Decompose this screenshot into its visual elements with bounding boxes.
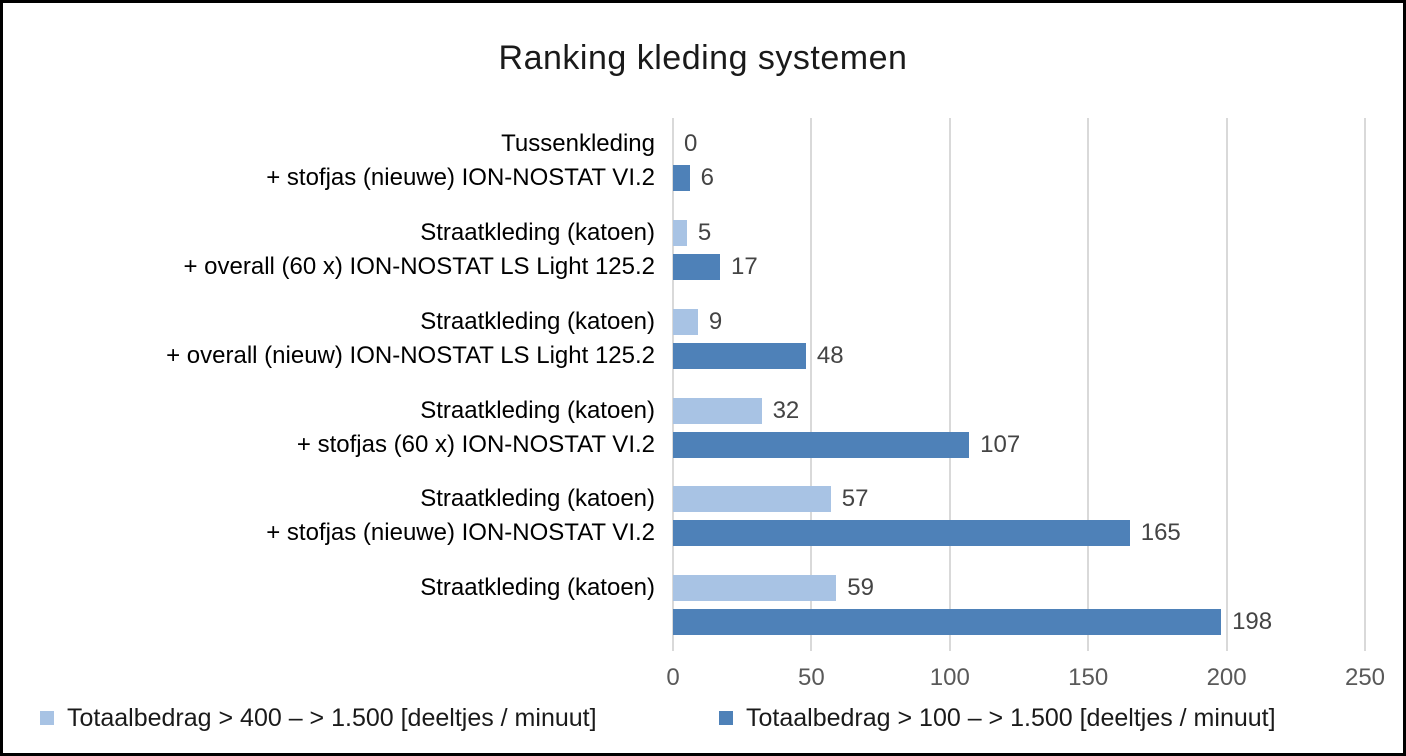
bar-value-label: 0 bbox=[684, 130, 698, 157]
label-gap bbox=[655, 309, 673, 385]
bar-lane: 9 bbox=[673, 307, 1365, 335]
legend-swatch-icon bbox=[40, 711, 54, 725]
bar-lane: 165 bbox=[673, 519, 1365, 547]
label-gap bbox=[655, 486, 673, 562]
bar-lane: 6 bbox=[673, 165, 1365, 191]
category-label-line: + overall (60 x) ION-NOSTAT LS Light 125… bbox=[183, 252, 655, 280]
gridline-150 bbox=[1087, 118, 1090, 651]
bar-lane: 17 bbox=[673, 252, 1365, 280]
plot-area bbox=[672, 118, 1366, 651]
category-label: Straatkleding (katoen) + stofjas (nieuwe)… bbox=[3, 486, 655, 562]
category-label: Tussenkleding + stofjas (nieuwe) ION-NOST… bbox=[3, 131, 655, 207]
bar-lane: 57 bbox=[673, 485, 1365, 513]
bar-dark bbox=[673, 431, 970, 458]
x-tick-label-150: 150 bbox=[1068, 664, 1109, 691]
chart-title: Ranking kleding systemen bbox=[498, 39, 908, 77]
bar-light bbox=[673, 219, 687, 246]
legend: Totaalbedrag > 400 – > 1.500 [deeltjes /… bbox=[3, 704, 1403, 740]
category-label: Straatkleding (katoen) + stofjas (60 x) I… bbox=[3, 396, 655, 474]
label-gap bbox=[655, 398, 673, 474]
bar-lane: 198 bbox=[673, 608, 1365, 636]
bar-value-label: 48 bbox=[816, 341, 844, 369]
bar-group: 57 165 bbox=[673, 486, 1365, 562]
category-label-line: Straatkleding (katoen) bbox=[420, 574, 655, 602]
gridline-250 bbox=[1364, 118, 1366, 651]
bar-value-label: 32 bbox=[772, 396, 800, 424]
bar-dark bbox=[673, 609, 1222, 636]
x-tick-label-50: 50 bbox=[798, 664, 825, 691]
label-gap bbox=[655, 575, 673, 651]
gridline-100 bbox=[948, 118, 951, 651]
bar-dark bbox=[673, 253, 721, 280]
bar-group: 32 107 bbox=[673, 396, 1365, 474]
bar-dark bbox=[673, 342, 806, 369]
bar-light bbox=[673, 308, 698, 335]
bar-value-label: 17 bbox=[731, 252, 758, 280]
bar-value-label: 198 bbox=[1232, 608, 1273, 636]
bar-group: 5 17 bbox=[673, 218, 1365, 296]
x-axis: 0 50 100 150 200 250 bbox=[666, 661, 1385, 695]
bar-light bbox=[673, 397, 762, 424]
bar-lane: 59 bbox=[673, 574, 1365, 602]
category-row: Straatkleding (katoen) 59 198 bbox=[3, 562, 1365, 651]
bar-value-label: 59 bbox=[847, 574, 874, 602]
bar-group: 59 198 bbox=[673, 575, 1365, 651]
gridline-200 bbox=[1225, 118, 1228, 651]
category-row: Straatkleding (katoen) + stofjas (60 x) I… bbox=[3, 385, 1365, 474]
x-tick-label-100: 100 bbox=[929, 664, 970, 691]
bar-value-label: 165 bbox=[1140, 519, 1181, 547]
category-row: Straatkleding (katoen) + overall (nieuw) … bbox=[3, 296, 1365, 385]
category-label-line: + stofjas (nieuwe) ION-NOSTAT VI.2 bbox=[266, 519, 655, 547]
gridline-50 bbox=[810, 118, 813, 651]
bar-lane: 107 bbox=[673, 430, 1365, 458]
legend-swatch-icon bbox=[719, 711, 733, 725]
category-label-line: + overall (nieuw) ION-NOSTAT LS Light 12… bbox=[166, 341, 655, 369]
category-row: Straatkleding (katoen) + overall (60 x) I… bbox=[3, 207, 1365, 296]
bar-light bbox=[673, 575, 837, 602]
category-label-line: Straatkleding (katoen) bbox=[420, 307, 655, 335]
bar-light bbox=[673, 486, 831, 513]
label-gap bbox=[655, 131, 673, 207]
x-tick-label-200: 200 bbox=[1206, 664, 1247, 691]
label-gap bbox=[655, 220, 673, 296]
bar-lane: 0 bbox=[673, 131, 1365, 157]
category-label-line: + stofjas (60 x) ION-NOSTAT VI.2 bbox=[296, 430, 655, 458]
bar-value-label: 57 bbox=[841, 485, 869, 513]
x-tick-label-250: 250 bbox=[1344, 664, 1386, 691]
category-label-line: Straatkleding (katoen) bbox=[420, 485, 655, 513]
bar-dark bbox=[673, 165, 690, 191]
category-row: Straatkleding (katoen) + stofjas (nieuwe)… bbox=[3, 473, 1365, 562]
category-row: Tussenkleding + stofjas (nieuwe) ION-NOST… bbox=[3, 118, 1365, 207]
category-label-line: Straatkleding (katoen) bbox=[420, 218, 655, 246]
category-label: Straatkleding (katoen) + overall (60 x) I… bbox=[3, 218, 655, 296]
category-rows: Tussenkleding + stofjas (nieuwe) ION-NOST… bbox=[3, 118, 1365, 651]
bar-group: 9 48 bbox=[673, 307, 1365, 385]
bar-lane: 32 bbox=[673, 396, 1365, 424]
bar-value-label: 107 bbox=[980, 430, 1021, 458]
category-label-line: Straatkleding (katoen) bbox=[420, 396, 655, 424]
bar-value-label: 9 bbox=[708, 307, 723, 335]
legend-label: Totaalbedrag > 400 – > 1.500 [deeltjes /… bbox=[67, 703, 597, 732]
legend-label: Totaalbedrag > 100 – > 1.500 [deeltjes /… bbox=[746, 703, 1276, 732]
bar-value-label: 6 bbox=[700, 164, 714, 191]
legend-item-2: Totaalbedrag > 100 – > 1.500 [deeltjes /… bbox=[719, 704, 1276, 732]
bar-dark bbox=[673, 520, 1130, 547]
x-tick-label-0: 0 bbox=[666, 664, 680, 691]
category-label-line: + stofjas (nieuwe) ION-NOSTAT VI.2 bbox=[266, 164, 655, 191]
legend-item-1: Totaalbedrag > 400 – > 1.500 [deeltjes /… bbox=[40, 704, 597, 732]
bar-value-label: 5 bbox=[697, 218, 712, 246]
gridline-0 bbox=[672, 118, 674, 651]
category-label: Straatkleding (katoen) bbox=[3, 575, 655, 651]
bar-lane: 48 bbox=[673, 341, 1365, 369]
category-label-line: Tussenkleding bbox=[501, 130, 655, 157]
bar-lane: 5 bbox=[673, 218, 1365, 246]
category-label: Straatkleding (katoen) + overall (nieuw) … bbox=[3, 307, 655, 385]
